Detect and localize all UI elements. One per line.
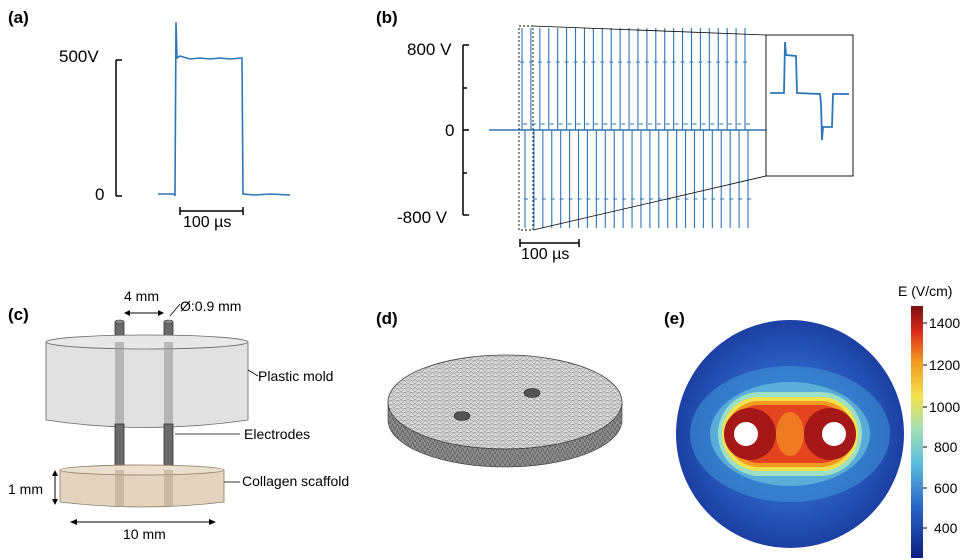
diameter-label: Ø:0.9 mm [180,298,242,314]
electrodes-label: Electrodes [244,426,311,442]
plastic-mold-label: Plastic mold [258,368,334,384]
width-label: 10 mm [123,526,166,542]
plastic-mold [45,341,249,428]
electrode-hole-left [734,422,758,446]
panel-b-plot [462,25,854,247]
panel-a-pulse-trace [158,21,291,197]
panel-e-field-map [676,320,904,548]
colorbar-tick-label: 400 [934,520,958,536]
panel-d-mesh [387,354,623,468]
colorbar-gradient [911,306,923,558]
colorbar-tick-label: 1400 [929,315,961,331]
colorbar-tick-label: 800 [934,439,958,455]
panel-d-label: (d) [376,309,398,328]
electrode-hole-right [822,422,846,446]
panel-b-scalebar-label: 100 µs [521,246,570,263]
panel-e-label: (e) [664,309,685,328]
panel-a-y-top-label: 500V [59,47,99,66]
colorbar-title: E (V/cm) [898,283,953,299]
panel-b-inset-box [765,34,854,177]
panel-a-label: (a) [8,8,29,27]
collagen-scaffold [59,469,225,508]
colorbar-tick-label: 600 [934,480,958,496]
thickness-label: 1 mm [8,481,43,497]
panel-a-plot [115,21,291,215]
panel-c-diagram [45,303,259,525]
colorbar-tick-label: 1200 [929,357,961,373]
gap-label: 4 mm [124,288,159,304]
panel-a-scalebar-label: 100 µs [183,214,232,231]
panel-b-label: (b) [376,8,398,27]
panel-b-zoom-box [518,25,534,231]
panel-a-y-bottom-label: 0 [95,185,105,204]
panel-b-inset-trace [770,41,849,141]
panel-b-pulse-train [520,28,751,228]
panel-b-y-top-label: 800 V [407,40,452,59]
mesh-hole-right [523,388,541,398]
colorbar-tick-label: 1000 [929,399,961,415]
mesh-disc-top [387,354,623,450]
panel-b-y-mid-label: 0 [445,121,455,140]
mesh-hole-left [453,411,471,421]
panel-c-label: (c) [8,305,29,324]
panel-b-y-bottom-label: -800 V [397,208,448,227]
collagen-scaffold-label: Collagen scaffold [242,473,350,489]
